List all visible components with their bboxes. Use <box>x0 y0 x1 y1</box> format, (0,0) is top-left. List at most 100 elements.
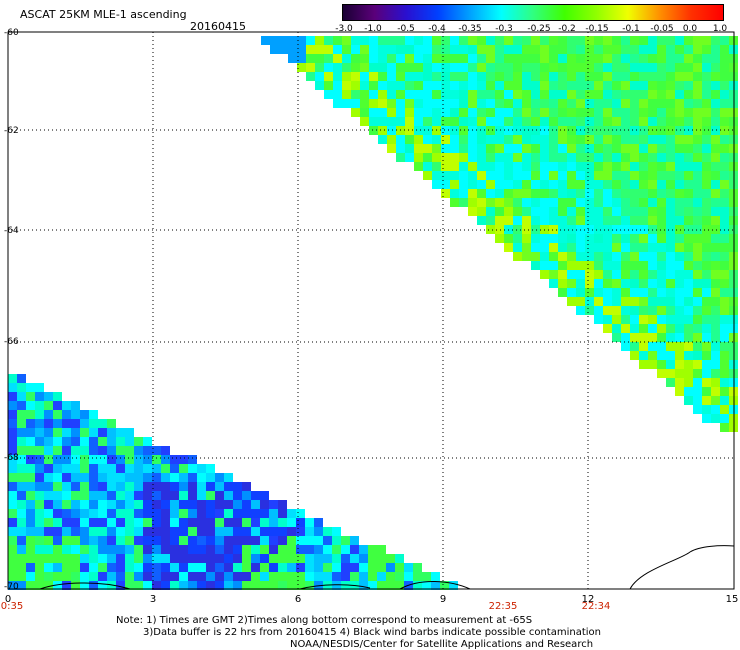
swath-cell <box>468 90 477 99</box>
swath-cell <box>405 126 414 135</box>
swath-cell <box>125 536 134 545</box>
swath-cell <box>359 554 368 563</box>
swath-cell <box>720 54 729 63</box>
swath-cell <box>648 243 657 252</box>
swath-data-layer <box>8 36 738 590</box>
swath-cell <box>450 144 459 153</box>
swath-cell <box>17 545 26 554</box>
swath-cell <box>621 72 630 81</box>
swath-cell <box>459 126 468 135</box>
swath-cell <box>134 437 143 446</box>
swath-cell <box>351 36 360 45</box>
swath-cell <box>468 135 477 144</box>
swath-cell <box>621 270 630 279</box>
swath-cell <box>432 171 441 180</box>
swath-cell <box>513 126 522 135</box>
swath-cell <box>711 369 720 378</box>
swath-cell <box>251 500 260 509</box>
swath-cell <box>612 63 621 72</box>
swath-cell <box>441 99 450 108</box>
swath-cell <box>585 117 594 126</box>
swath-cell <box>594 90 603 99</box>
swath-cell <box>332 536 341 545</box>
swath-cell <box>504 153 513 162</box>
swath-cell <box>486 171 495 180</box>
swath-cell <box>224 509 233 518</box>
swath-cell <box>441 63 450 72</box>
swath-cell <box>315 72 324 81</box>
swath-cell <box>378 54 387 63</box>
swath-cell <box>233 518 242 527</box>
swath-cell <box>648 99 657 108</box>
swath-cell <box>378 72 387 81</box>
swath-cell <box>342 54 351 63</box>
swath-cell <box>197 518 206 527</box>
swath-cell <box>269 536 278 545</box>
swath-cell <box>639 162 648 171</box>
swath-cell <box>711 171 720 180</box>
swath-cell <box>161 491 170 500</box>
swath-cell <box>396 45 405 54</box>
swath-cell <box>720 180 729 189</box>
swath-cell <box>405 72 414 81</box>
swath-cell <box>378 126 387 135</box>
swath-cell <box>666 324 675 333</box>
swath-cell <box>71 401 80 410</box>
swath-cell <box>161 500 170 509</box>
swath-cell <box>468 180 477 189</box>
swath-cell <box>675 171 684 180</box>
swath-cell <box>639 342 648 351</box>
swath-cell <box>720 234 729 243</box>
swath-cell <box>152 464 161 473</box>
swath-cell <box>44 446 53 455</box>
swath-cell <box>522 36 531 45</box>
swath-cell <box>720 171 729 180</box>
swath-cell <box>558 189 567 198</box>
swath-cell <box>702 189 711 198</box>
swath-cell <box>522 126 531 135</box>
swath-cell <box>287 509 296 518</box>
swath-cell <box>143 437 152 446</box>
swath-cell <box>603 72 612 81</box>
swath-cell <box>53 554 62 563</box>
swath-cell <box>477 135 486 144</box>
swath-cell <box>143 482 152 491</box>
swath-cell <box>404 563 413 572</box>
swath-cell <box>549 243 558 252</box>
swath-cell <box>594 279 603 288</box>
swath-cell <box>441 162 450 171</box>
swath-cell <box>125 437 134 446</box>
swath-cell <box>657 261 666 270</box>
swath-cell <box>342 45 351 54</box>
swath-cell <box>468 108 477 117</box>
swath-cell <box>170 455 179 464</box>
swath-cell <box>143 500 152 509</box>
swath-cell <box>684 171 693 180</box>
swath-cell <box>179 464 188 473</box>
swath-cell <box>35 455 44 464</box>
swath-cell <box>125 545 134 554</box>
swath-cell <box>576 135 585 144</box>
swath-cell <box>161 527 170 536</box>
swath-cell <box>314 554 323 563</box>
swath-cell <box>522 135 531 144</box>
swath-cell <box>161 473 170 482</box>
swath-cell <box>630 207 639 216</box>
swath-cell <box>98 491 107 500</box>
swath-cell <box>684 81 693 90</box>
swath-cell <box>17 518 26 527</box>
swath-cell <box>486 72 495 81</box>
swath-cell <box>450 180 459 189</box>
swath-cell <box>206 482 215 491</box>
swath-cell <box>315 36 324 45</box>
swath-cell <box>450 108 459 117</box>
swath-cell <box>71 500 80 509</box>
swath-cell <box>62 509 71 518</box>
swath-cell <box>170 509 179 518</box>
swath-cell <box>621 171 630 180</box>
swath-cell <box>675 90 684 99</box>
swath-cell <box>98 437 107 446</box>
swath-cell <box>8 545 17 554</box>
swath-cell <box>423 54 432 63</box>
swath-cell <box>684 63 693 72</box>
